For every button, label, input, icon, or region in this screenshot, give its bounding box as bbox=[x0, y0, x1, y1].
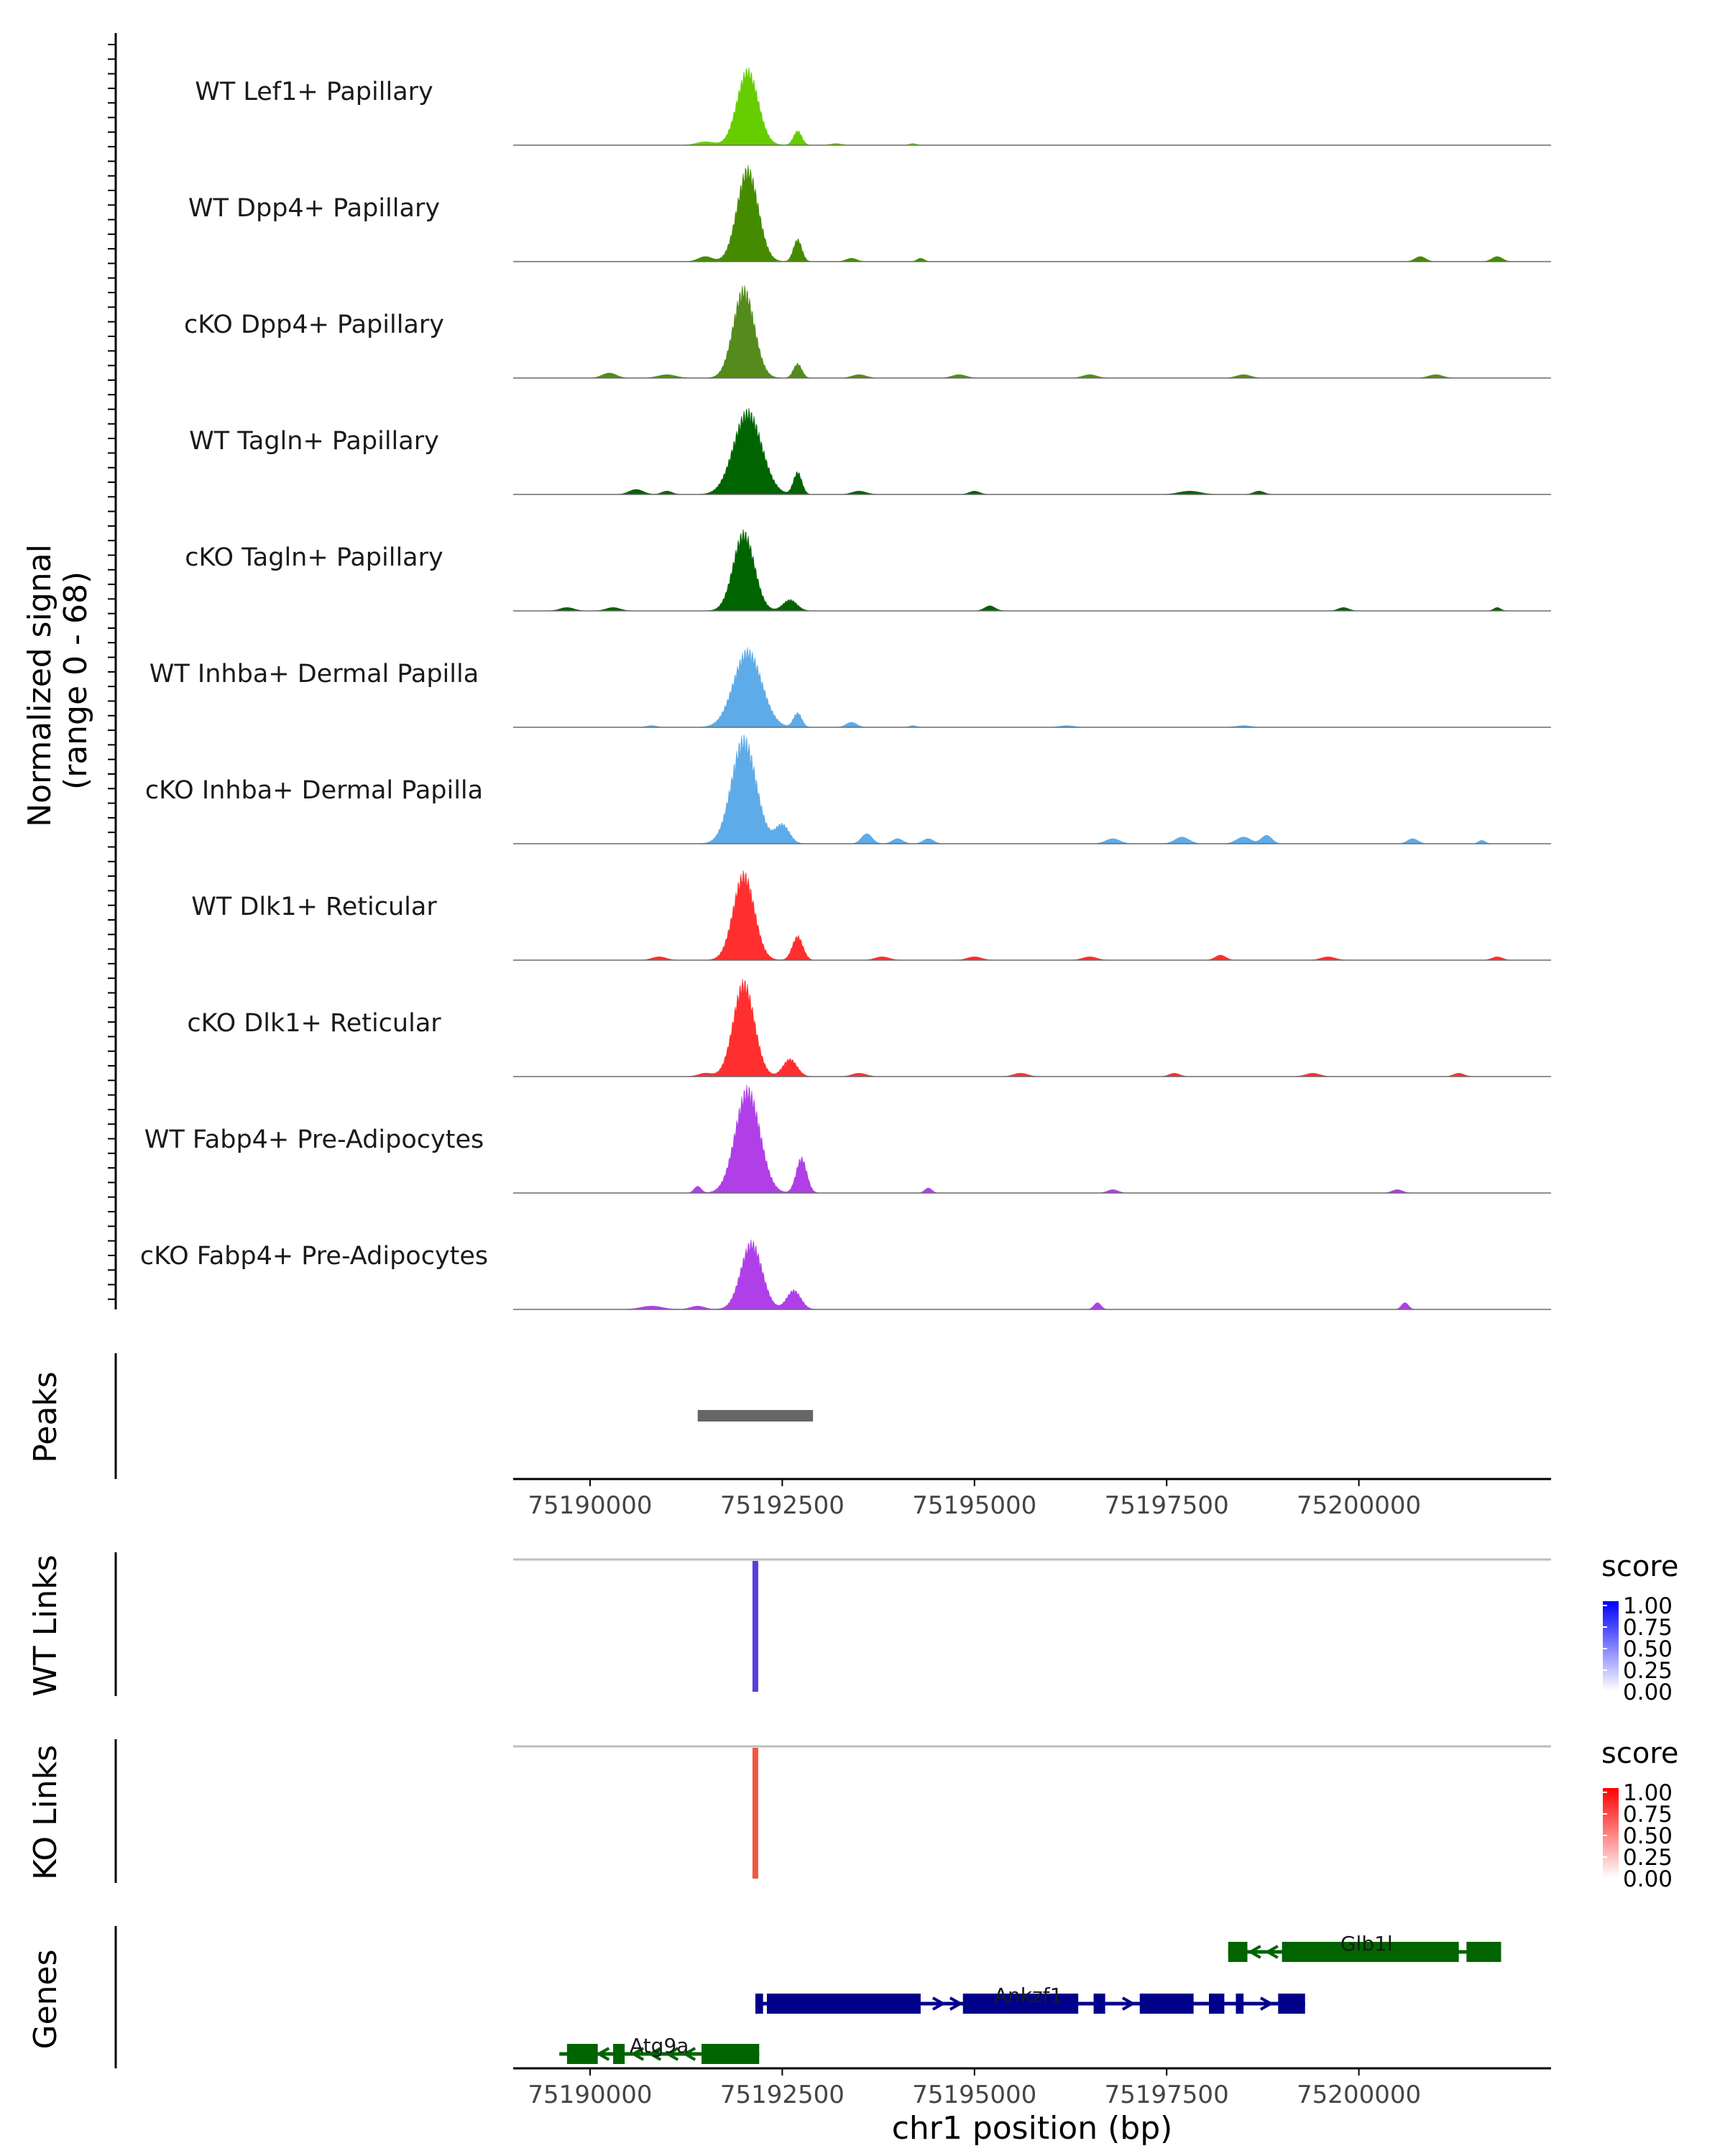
x-tick-label-upper-5: 75200000 bbox=[1297, 1491, 1421, 1520]
gene-glb1l-exon-3 bbox=[1466, 1942, 1501, 1962]
gene-ankzf1-exon-5 bbox=[1139, 1994, 1194, 2014]
gene-atg9a-exon-2 bbox=[613, 2044, 625, 2064]
gene-atg9a-strand-arrow-2 bbox=[630, 2047, 645, 2061]
wt-links-legend-tick-label-1: 1.00 bbox=[1623, 1593, 1673, 1619]
coverage-area-2 bbox=[513, 165, 1551, 262]
gene-ankzf1-exon-3 bbox=[962, 1994, 1079, 2014]
gene-atg9a-label: Atg9a bbox=[630, 2034, 689, 2058]
x-tick-label-lower-3: 75195000 bbox=[912, 2081, 1036, 2109]
coverage-area-8 bbox=[513, 870, 1551, 961]
gene-atg9a-exon-3 bbox=[702, 2044, 760, 2064]
coverage-area-1 bbox=[513, 67, 1551, 146]
gene-ankzf1-strand-arrow-1 bbox=[932, 1996, 946, 2011]
coverage-track-label-1: WT Lef1+ Papillary bbox=[195, 78, 433, 106]
x-tick-label-upper-4: 75197500 bbox=[1105, 1491, 1229, 1520]
coverage-track-label-9: cKO Dlk1+ Reticular bbox=[187, 1009, 441, 1038]
gene-glb1l-strand-arrow-1 bbox=[1247, 1945, 1261, 1959]
coverage-track-label-5: cKO Tagln+ Papillary bbox=[185, 543, 443, 572]
peak-region-1 bbox=[697, 1410, 814, 1422]
coverage-y-label-line2: (range 0 - 68) bbox=[58, 571, 94, 790]
x-tick-label-lower-1: 75190000 bbox=[528, 2081, 652, 2109]
coverage-track-label-7: cKO Inhba+ Dermal Papilla bbox=[145, 776, 483, 805]
gene-ankzf1-label: Ankzf1 bbox=[994, 1984, 1062, 2007]
peaks-panel: Peaks bbox=[27, 1353, 814, 1479]
ko-links-label: KO Links bbox=[27, 1745, 64, 1880]
gene-ankzf1-exon-6 bbox=[1209, 1994, 1225, 2014]
ko-links-legend-colorbar bbox=[1603, 1788, 1619, 1878]
x-tick-label-lower-5: 75200000 bbox=[1297, 2081, 1421, 2109]
gene-glb1l-exon-2 bbox=[1282, 1942, 1459, 1962]
coverage-area-10 bbox=[513, 1084, 1551, 1194]
coverage-panel: WT Lef1+ Papillary WT Dpp4+ Papillary cKO … bbox=[140, 67, 1551, 1310]
x-tick-label-upper-1: 75190000 bbox=[528, 1491, 652, 1520]
wt-links-label: WT Links bbox=[27, 1554, 64, 1696]
gene-ankzf1-strand-arrow-4 bbox=[1259, 1996, 1274, 2011]
gene-glb1l-strand-arrow-2 bbox=[1264, 1945, 1279, 1959]
coverage-area-7 bbox=[513, 734, 1551, 844]
coverage-area-5 bbox=[513, 529, 1551, 612]
wt-links-legend-tick-label-4: 0.25 bbox=[1623, 1658, 1673, 1684]
gene-atg9a-strand-arrow-4 bbox=[665, 2047, 679, 2061]
gene-glb1l-label: Glb1l bbox=[1340, 1932, 1393, 1955]
coverage-track-label-8: WT Dlk1+ Reticular bbox=[191, 893, 437, 921]
x-tick-label-upper-3: 75195000 bbox=[912, 1491, 1036, 1520]
gene-ankzf1-exon-8 bbox=[1278, 1994, 1305, 2014]
x-axis-upper: 75190000 75192500 75195000 75197500 75200000 bbox=[513, 1478, 1551, 1520]
gene-atg9a-strand-arrow-3 bbox=[648, 2047, 662, 2061]
ko-links-legend-tick-label-1: 1.00 bbox=[1623, 1780, 1673, 1806]
x-tick-label-lower-2: 75192500 bbox=[720, 2081, 845, 2109]
coverage-track-label-10: WT Fabp4+ Pre-Adipocytes bbox=[144, 1125, 484, 1154]
x-axis-title: chr1 position (bp) bbox=[892, 2110, 1173, 2147]
ko-links-legend-tick-label-4: 0.25 bbox=[1623, 1845, 1673, 1871]
coverage-area-11 bbox=[513, 1239, 1551, 1310]
ko-links-legend-tick-label-5: 0.00 bbox=[1623, 1866, 1673, 1892]
gene-ankzf1-strand-arrow-3 bbox=[1121, 1996, 1136, 2011]
gene-atg9a-strand-arrow-1 bbox=[596, 2047, 610, 2061]
coverage-track-label-3: cKO Dpp4+ Papillary bbox=[184, 310, 444, 339]
wt-links-legend-title: score bbox=[1601, 1550, 1678, 1583]
wt-links-legend-tick-label-3: 0.50 bbox=[1623, 1636, 1673, 1662]
coverage-track-label-4: WT Tagln+ Papillary bbox=[189, 427, 439, 456]
gene-ankzf1-exon-2 bbox=[766, 1994, 921, 2014]
coverage-area-6 bbox=[513, 647, 1551, 728]
genes-panel-label: Genes bbox=[27, 1949, 64, 2049]
x-tick-label-lower-4: 75197500 bbox=[1105, 2081, 1229, 2109]
gene-ankzf1-exon-7 bbox=[1236, 1994, 1244, 2014]
wt-links-legend-tick-label-5: 0.00 bbox=[1623, 1680, 1673, 1705]
peaks-panel-label: Peaks bbox=[27, 1371, 64, 1462]
coverage-track-label-6: WT Inhba+ Dermal Papilla bbox=[150, 660, 479, 688]
coverage-track-label-11: cKO Fabp4+ Pre-Adipocytes bbox=[140, 1242, 488, 1271]
ko-links-legend-tick-label-2: 0.75 bbox=[1623, 1802, 1673, 1828]
genes-panel: Genes Glb1l Ankzf1 Atg9a bbox=[27, 1926, 1501, 2068]
gene-ankzf1-exon-4 bbox=[1093, 1994, 1105, 2014]
coverage-area-3 bbox=[513, 285, 1551, 379]
x-axis-lower: 75190000 75192500 75195000 75197500 75200000 bbox=[513, 2067, 1551, 2109]
coverage-track-label-2: WT Dpp4+ Papillary bbox=[188, 194, 440, 223]
wt-links-legend-colorbar bbox=[1603, 1601, 1619, 1691]
gene-glb1l-exon-1 bbox=[1228, 1942, 1248, 1962]
ko-links-legend-tick-label-3: 0.50 bbox=[1623, 1823, 1673, 1849]
x-tick-label-upper-2: 75192500 bbox=[720, 1491, 845, 1520]
coverage-area-4 bbox=[513, 407, 1551, 495]
gene-atg9a-strand-arrow-5 bbox=[682, 2047, 696, 2061]
ko-links-legend-title: score bbox=[1601, 1737, 1678, 1770]
gene-ankzf1-strand-arrow-2 bbox=[949, 1996, 963, 2011]
coverage-y-label: Normalized signal (range 0 - 68) bbox=[22, 534, 94, 827]
coverage-y-ticks bbox=[108, 33, 117, 1309]
coverage-y-label-line1: Normalized signal bbox=[22, 544, 58, 827]
gene-atg9a-exon-1 bbox=[566, 2044, 598, 2064]
gene-ankzf1-exon-1 bbox=[755, 1994, 763, 2014]
coverage-area-9 bbox=[513, 979, 1551, 1077]
wt-links-legend-tick-label-2: 0.75 bbox=[1623, 1615, 1673, 1641]
